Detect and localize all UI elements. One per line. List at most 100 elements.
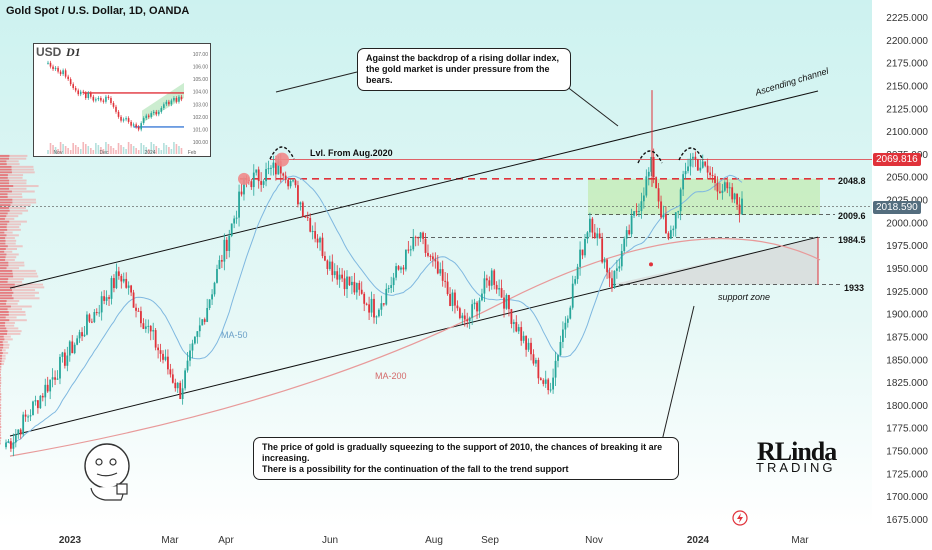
profile-bar <box>0 182 27 185</box>
candle-body <box>299 202 302 205</box>
profile-bar-core <box>0 242 6 245</box>
profile-bar-core <box>0 261 9 264</box>
profile-bar-core <box>0 425 1 428</box>
inset-volume <box>57 149 59 154</box>
inset-candle <box>87 92 90 98</box>
profile-bar-core <box>0 160 7 163</box>
candle-body <box>243 178 245 195</box>
inset-volume <box>158 148 160 154</box>
profile-bar <box>0 289 36 292</box>
profile-bar <box>0 327 19 330</box>
candle-body <box>368 304 370 313</box>
candle-body <box>100 296 103 313</box>
candle-body <box>485 278 488 281</box>
candle-body <box>692 156 694 159</box>
profile-bar-core <box>0 201 13 204</box>
candle-body <box>44 384 47 398</box>
inset-candle <box>160 108 163 112</box>
callout-pointer-bottom <box>660 305 695 446</box>
profile-bar-core <box>0 193 8 196</box>
candle-body <box>638 211 640 213</box>
candle-body <box>461 315 464 319</box>
inset-volume <box>97 145 100 154</box>
candle-body <box>289 181 292 187</box>
lightning-icon[interactable] <box>732 510 748 526</box>
candle-body <box>206 307 209 322</box>
x-tick-label: Aug <box>425 535 443 546</box>
x-tick-label: Mar <box>791 535 809 546</box>
inset-volume <box>115 150 117 154</box>
candle-body <box>721 190 724 193</box>
profile-bar <box>0 239 17 242</box>
inset-candle <box>147 115 150 117</box>
profile-bar-core <box>0 223 8 226</box>
inset-candle <box>165 101 168 105</box>
candle-body <box>363 293 366 304</box>
candle-body <box>355 283 358 293</box>
profile-bar <box>0 395 2 398</box>
candle-body <box>230 223 233 236</box>
candle-body <box>73 344 76 354</box>
profile-bar-core <box>0 354 2 357</box>
y-tick-label: 1825.000 <box>886 378 928 389</box>
profile-bar-core <box>0 204 11 207</box>
profile-bar <box>0 398 2 401</box>
profile-bar-core <box>0 163 7 166</box>
candle-body <box>711 175 714 177</box>
profile-bar-core <box>0 335 4 338</box>
candle-body <box>292 180 294 182</box>
candle-body <box>741 198 743 215</box>
candle-body <box>598 233 601 239</box>
inset-candle <box>64 70 67 77</box>
inset-volume <box>84 144 87 154</box>
inset-volume <box>135 148 137 154</box>
candle-body <box>274 162 277 175</box>
inset-candle <box>107 96 110 98</box>
candle-body <box>346 276 348 290</box>
inset-volume <box>175 144 178 154</box>
inset-candle <box>49 62 52 67</box>
profile-bar-core <box>0 198 13 201</box>
inset-y-tick: 105.00 <box>193 77 209 83</box>
profile-bar <box>0 291 39 294</box>
inset-candle <box>173 98 175 101</box>
y-tick-label: 1950.000 <box>886 264 928 275</box>
inset-volume <box>72 143 74 154</box>
inset-volume <box>112 148 115 154</box>
profile-bar-core <box>0 341 3 344</box>
candle-body <box>174 382 177 389</box>
candle-body <box>493 270 496 285</box>
profile-bar-core <box>0 206 9 209</box>
inset-volume <box>52 145 54 154</box>
candle-body <box>105 297 108 301</box>
profile-bar <box>0 253 19 256</box>
y-tick-label: 1675.000 <box>886 515 928 526</box>
peak-marker <box>275 152 289 167</box>
profile-bar-core <box>0 215 7 218</box>
profile-bar <box>0 354 6 357</box>
candle-body <box>282 173 285 176</box>
profile-bar-core <box>0 338 5 341</box>
candle-body <box>684 171 687 175</box>
candle-body <box>723 182 726 191</box>
level-1933-label: 1933 <box>844 283 865 293</box>
candle-body <box>451 292 454 306</box>
inset-volume <box>168 147 170 154</box>
candle-body <box>223 239 226 262</box>
profile-bar <box>0 401 1 404</box>
candle-body <box>581 249 584 256</box>
profile-bar-core <box>0 291 14 294</box>
candle-body <box>328 261 331 269</box>
inset-candle <box>54 67 57 70</box>
candle-body <box>660 201 662 218</box>
candle-body <box>140 311 142 324</box>
candle-body <box>59 356 61 379</box>
y-tick-label: 2150.000 <box>886 81 928 92</box>
profile-bar-core <box>0 278 9 281</box>
inset-candle <box>175 98 178 102</box>
y-tick-label: 2050.000 <box>886 173 928 184</box>
candle-body <box>270 167 272 169</box>
candle-body <box>179 382 182 400</box>
inset-candle <box>152 111 155 114</box>
candle-body <box>569 307 572 319</box>
